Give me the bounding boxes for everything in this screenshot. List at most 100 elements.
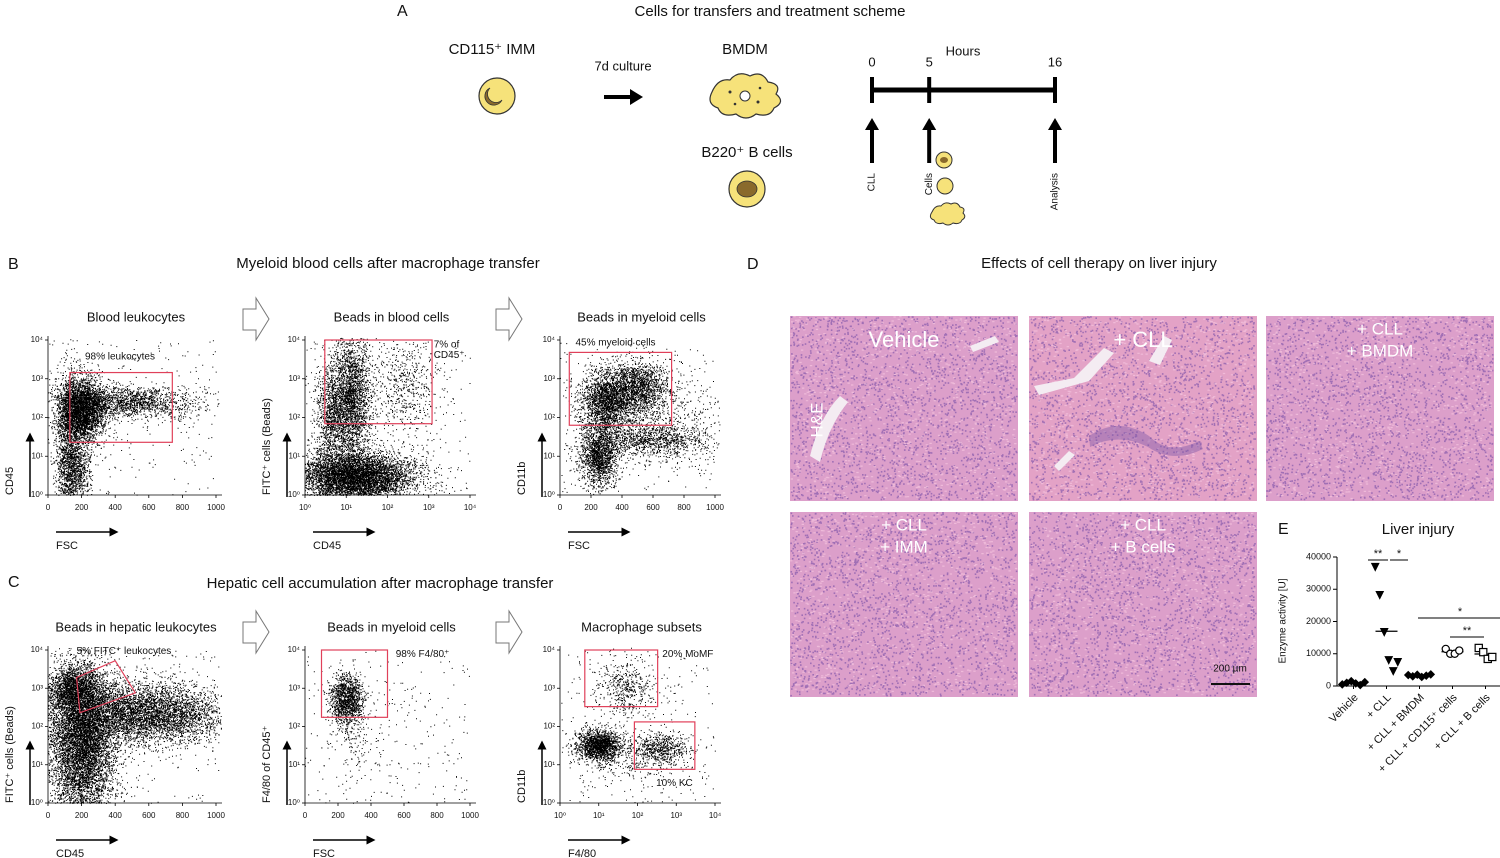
cytoplasm [1029,316,1256,499]
timeline-tick-label: 5 [926,54,933,69]
x-tick-label: 1000 [207,503,225,512]
event-dots [305,337,471,496]
x-tick-label: 0 [303,811,308,820]
y-tick-label: 0 [1326,680,1331,690]
stain-label: H&E [807,403,826,438]
x-tick-label: 400 [109,811,123,820]
y-tick-label: 10² [543,413,555,422]
histology-image [1029,316,1257,501]
infiltrate [1089,426,1203,457]
significance-label: * [1397,548,1402,560]
x-tick-label: 400 [615,503,629,512]
x-tick-label: 200 [584,503,598,512]
plot-title: Beads in hepatic leukocytes [55,619,217,634]
x-tick-label: + CLL + B cells [1432,691,1493,752]
timeline-tick-label: 0 [868,54,875,69]
y-tick-label: 10³ [543,374,555,383]
y-tick-label: 10² [543,722,555,731]
y-tick-label: 10³ [288,683,300,692]
plot-title: Macrophage subsets [581,619,702,634]
x-tick-label: 800 [677,503,691,512]
y-tick-label: 10⁰ [288,798,300,807]
x-tick-label: 200 [75,503,89,512]
data-point [1488,652,1497,662]
event-dots [48,339,220,496]
y-tick-label: 10¹ [288,760,300,769]
x-tick-label: 10⁴ [709,811,722,820]
imm-cell-icon [478,77,516,115]
panel-title: Effects of cell therapy on liver injury [981,255,1217,272]
chart-title: Liver injury [1382,521,1455,538]
panel-letter: B [8,256,19,273]
x-tick-label: 800 [430,811,444,820]
cell-label: CD115⁺ IMM [449,41,536,58]
gate-label: 45% myeloid cells [576,338,656,349]
data-point [1384,656,1394,665]
data-point [1346,676,1356,686]
x-tick-label: 10³ [670,811,682,820]
x-tick-label: 800 [176,503,190,512]
image-label: + CLL [1357,319,1403,338]
x-tick-label: 10⁰ [554,811,566,820]
image-label: Vehicle [869,327,940,352]
bmdm-icon [709,73,782,119]
gate-label: 7% of [434,339,460,350]
plot-title: Beads in myeloid cells [577,309,706,324]
plot-title: Beads in blood cells [334,309,450,324]
cytoplasm [1266,316,1494,500]
x-tick-label: + CLL [1364,692,1393,721]
gate-label: 10% KC [656,778,693,789]
data-point [1388,667,1398,676]
data-point [1479,647,1488,657]
flow-arrows [242,296,523,655]
plot-title: Beads in myeloid cells [327,619,456,634]
x-tick-label: 10¹ [593,811,605,820]
culture-arrow [604,89,643,105]
y-tick-label: 10⁴ [31,645,44,654]
y-tick-label: 10¹ [31,760,43,769]
vessel [1034,336,1172,471]
panel-title: Hepatic cell accumulation after macropha… [207,575,554,592]
y-tick-label: 10⁴ [543,335,556,344]
y-tick-label: 10⁰ [31,490,43,499]
y-tick-label: 10⁴ [543,645,556,654]
x-tick-label: 600 [646,503,660,512]
y-tick-label: 10¹ [543,760,555,769]
y-tick-label: 10⁰ [288,490,300,499]
x-tick-label: 10⁰ [299,503,311,512]
data-point [1351,679,1361,688]
event-arrowhead [865,118,879,130]
x-axis-label: F4/80 [568,848,596,858]
data-point [1455,646,1464,655]
panel-title: Myeloid blood cells after macrophage tra… [236,255,540,272]
x-tick-label: 800 [176,811,190,820]
gate-label: 98% leukocytes [85,352,155,363]
y-tick-label: 10² [288,722,300,731]
x-tick-label: 1000 [461,811,479,820]
nuclei [790,316,1018,501]
y-tick-label: 20000 [1306,616,1331,626]
gate-label: 5% FITC⁺ leukocytes [77,646,172,657]
cytoplasm [790,512,1018,696]
x-axis-label: CD45 [313,540,341,552]
data-point [1426,670,1436,679]
y-tick-label: 30000 [1306,584,1331,594]
gate [324,339,433,425]
cell-label: B220⁺ B cells [701,144,792,161]
scale-bar-label: 200 µm [1213,664,1247,675]
image-label: + CLL [1120,515,1166,534]
gate [69,371,173,443]
data-point [1393,658,1403,667]
y-axis-label: CD11b [516,770,528,803]
gate [584,649,659,708]
image-label: + CLL [1113,327,1172,352]
image-label: + B cells [1111,537,1176,556]
x-tick-label: 0 [558,503,563,512]
y-tick-label: 10³ [543,683,555,692]
y-axis-label: FITC⁺ cells (Beads) [4,706,16,803]
x-tick-label: + CLL + BMDM [1365,692,1427,754]
histology-image [1266,316,1494,501]
x-tick-label: 200 [75,811,89,820]
plot-title: Blood leukocytes [87,309,186,324]
y-tick-label: 10000 [1306,648,1331,658]
